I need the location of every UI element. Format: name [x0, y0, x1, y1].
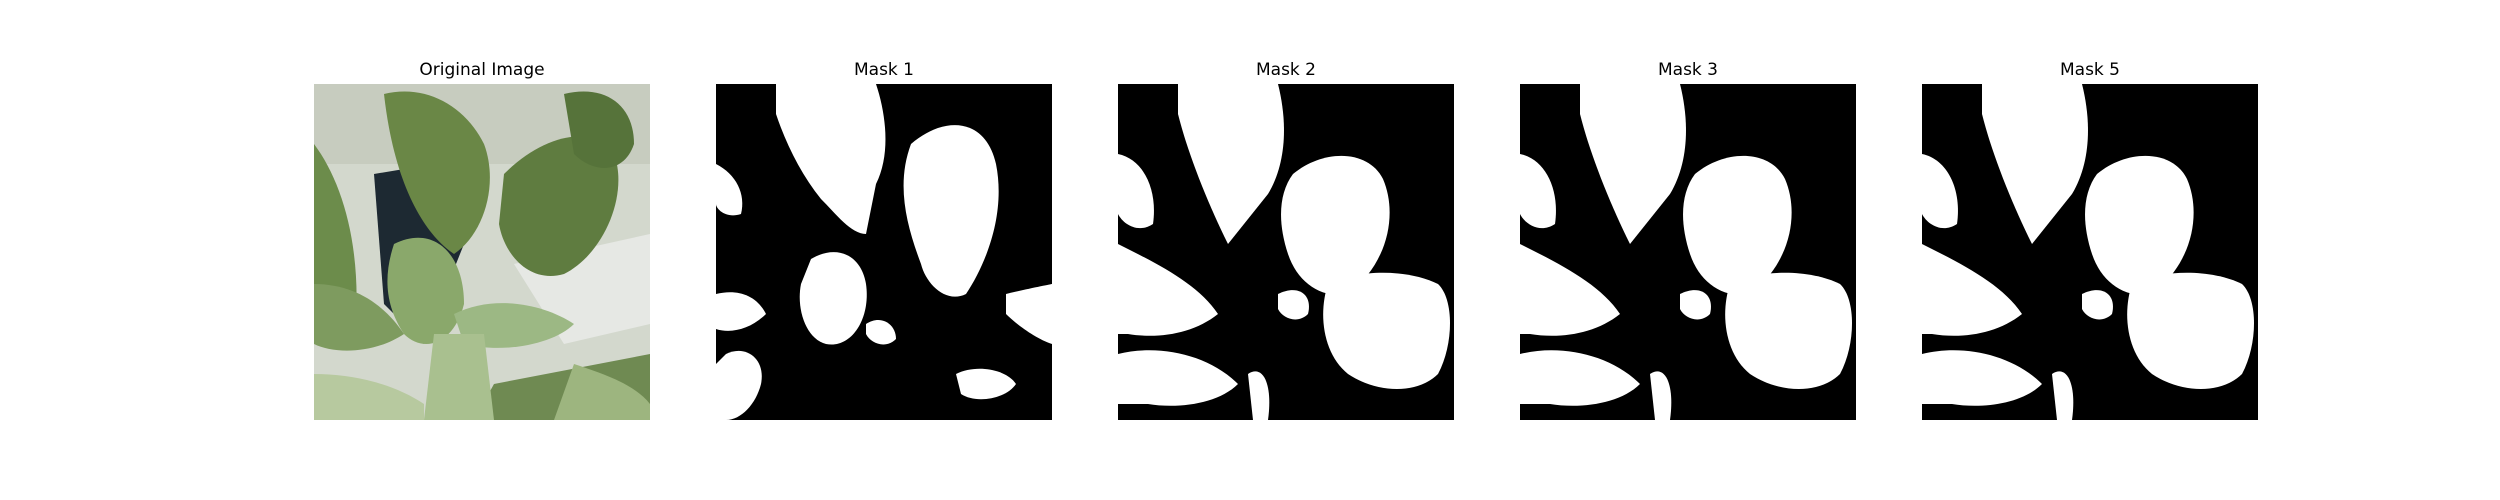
- panel-title: Mask 1: [853, 60, 914, 80]
- mask-1-panel: Mask 1: [716, 0, 1052, 500]
- panel-title: Mask 2: [1255, 60, 1316, 80]
- mask-5-panel: Mask 5: [1922, 0, 2258, 500]
- mask-1-image: [716, 84, 1052, 420]
- mask-3-panel: Mask 3: [1520, 0, 1856, 500]
- panel-title: Mask 5: [2059, 60, 2120, 80]
- panel-title: Mask 3: [1657, 60, 1718, 80]
- panel-title: Original Image: [419, 60, 545, 80]
- original-image-panel: Original Image: [314, 0, 650, 500]
- mask-5-image: [1922, 84, 2258, 420]
- mask-2-image: [1118, 84, 1454, 420]
- original-image: [314, 84, 650, 420]
- mask-3-image: [1520, 84, 1856, 420]
- mask-2-panel: Mask 2: [1118, 0, 1454, 500]
